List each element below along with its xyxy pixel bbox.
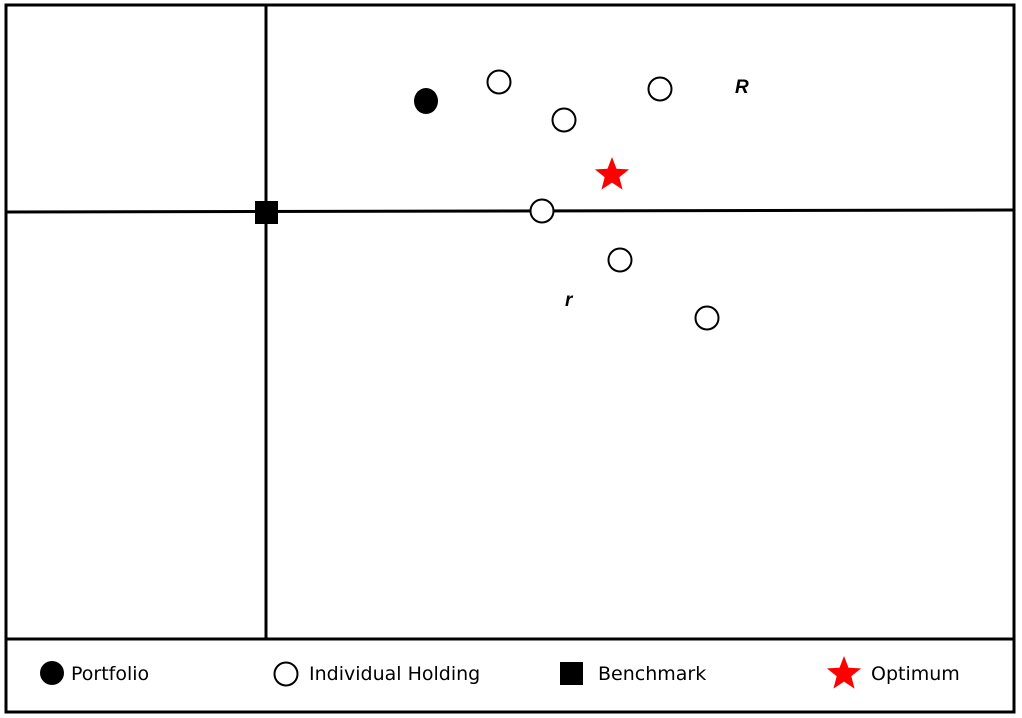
legend-label-benchmark: Benchmark [598,663,706,685]
label-lower-r: r [565,290,574,311]
open-circle-icon [273,661,299,687]
horizontal-axis [5,208,1015,214]
red-star-icon [826,656,862,689]
filled-circle-icon [40,661,64,685]
optimum-marker [594,157,630,190]
label-upper-r: R [735,77,749,98]
holding-marker [486,69,512,95]
benchmark-marker [255,201,278,224]
holding-marker [607,247,633,273]
outer-frame [4,3,1016,714]
legend-item-holding: Individual Holding [273,661,480,687]
legend-label-portfolio: Portfolio [71,663,149,685]
holding-marker [551,107,577,133]
legend-item-optimum: Optimum [826,656,960,689]
legend-label-holding: Individual Holding [309,663,480,685]
filled-square-icon [560,662,583,685]
legend: Portfolio Individual Holding Benchmark O… [40,656,960,689]
legend-item-portfolio: Portfolio [40,661,149,685]
holding-marker [647,76,673,102]
holding-marker [529,198,555,224]
holding-marker [694,305,720,331]
legend-item-benchmark: Benchmark [560,662,706,685]
legend-label-optimum: Optimum [871,663,960,685]
portfolio-marker [414,88,438,114]
